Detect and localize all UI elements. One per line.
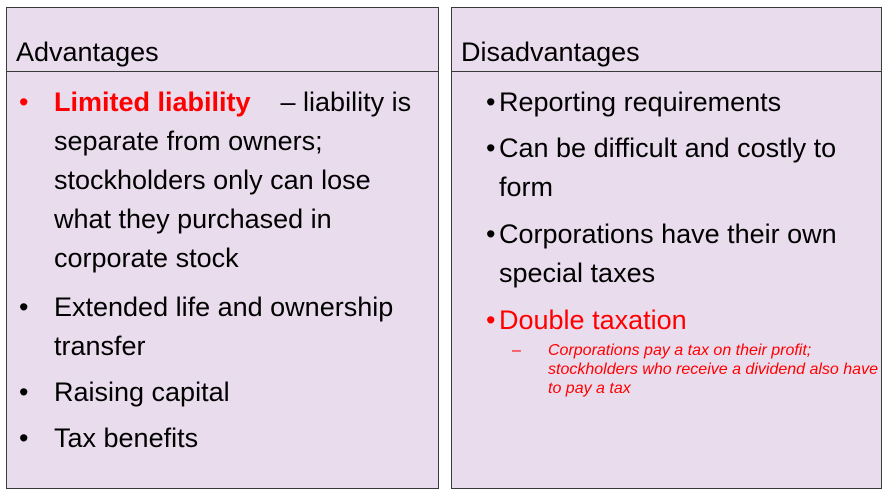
double-taxation-detail-text: Corporations pay a tax on their profit; … [548, 342, 878, 397]
double-taxation-term: Double taxation [499, 305, 687, 335]
bullet-icon: • [486, 305, 496, 335]
advantage-text: Limited liability – liability is separate… [54, 83, 434, 278]
bullet-icon: • [19, 423, 29, 453]
disadvantages-panel: Disadvantages • Reporting requirements •… [451, 7, 882, 489]
advantages-panel: Advantages • Limited liability – liabilit… [6, 7, 439, 489]
bullet-icon: • [486, 87, 496, 117]
advantage-text: Raising capital [54, 377, 230, 407]
disadvantages-header: Disadvantages [452, 8, 881, 72]
disadvantages-title: Disadvantages [461, 37, 640, 67]
advantage-text: Tax benefits [54, 423, 199, 453]
advantages-title: Advantages [16, 37, 159, 67]
dash-icon: – [512, 342, 521, 359]
limited-liability-description: – liability is separate from owners; sto… [54, 87, 412, 273]
bullet-icon: • [486, 219, 496, 249]
disadvantage-text: Reporting requirements [499, 87, 782, 117]
bullet-icon: • [486, 133, 496, 163]
disadvantage-text: Can be difficult and costly to form [499, 133, 837, 202]
advantages-header: Advantages [7, 8, 438, 72]
bullet-icon: • [19, 292, 29, 322]
bullet-icon: • [19, 87, 29, 117]
disadvantage-text: Corporations have their own special taxe… [499, 219, 837, 288]
advantage-text: Extended life and ownership transfer [54, 292, 394, 361]
bullet-icon: • [19, 377, 29, 407]
limited-liability-term: Limited liability [54, 87, 251, 117]
